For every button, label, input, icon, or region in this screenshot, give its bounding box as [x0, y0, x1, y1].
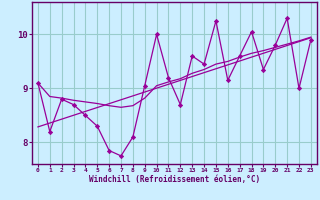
- X-axis label: Windchill (Refroidissement éolien,°C): Windchill (Refroidissement éolien,°C): [89, 175, 260, 184]
